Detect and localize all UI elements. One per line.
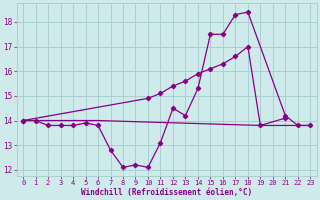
X-axis label: Windchill (Refroidissement éolien,°C): Windchill (Refroidissement éolien,°C)	[81, 188, 252, 197]
